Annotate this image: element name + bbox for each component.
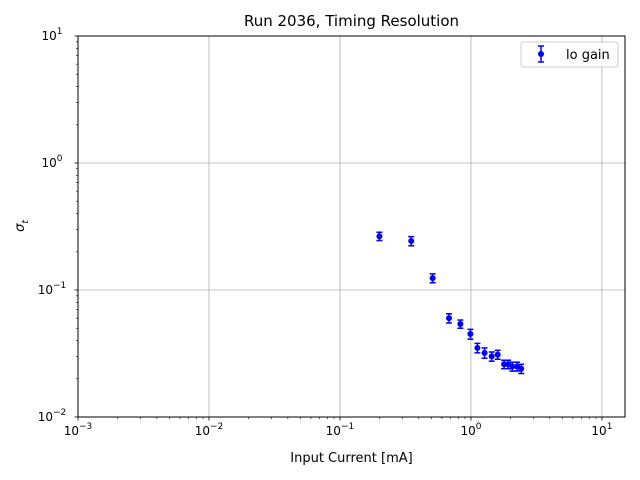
x-tick-label-exp: 1 (607, 422, 613, 432)
data-point (408, 235, 415, 247)
data-point (494, 349, 501, 360)
data-marker (446, 315, 453, 322)
y-tick-label-base: 10 (38, 283, 53, 297)
y-axis-label: σt (13, 220, 31, 232)
y-tick-label: 10−2 (38, 408, 67, 424)
y-axis-label-main: σ (13, 223, 28, 232)
data-marker (467, 331, 474, 338)
data-marker (376, 233, 383, 240)
x-tick-label-base: 10 (195, 424, 210, 438)
data-marker (488, 353, 495, 360)
data-point (376, 231, 383, 242)
data-marker (474, 344, 481, 351)
y-tick-label-base: 10 (41, 29, 56, 43)
y-tick-label: 100 (41, 154, 62, 170)
x-tick-label-exp: −3 (79, 422, 92, 432)
data-point (429, 273, 436, 284)
data-marker (429, 275, 436, 282)
x-tick-label: 101 (591, 422, 612, 438)
y-tick-label-exp: −2 (53, 408, 66, 418)
x-tick-label: 100 (460, 422, 481, 438)
y-tick-label: 10−1 (38, 281, 67, 297)
data-point (518, 363, 525, 375)
data-marker (481, 349, 488, 356)
data-point (457, 319, 464, 329)
y-tick-label-exp: 0 (57, 154, 63, 164)
y-tick-label-base: 10 (38, 410, 53, 424)
x-tick-label-exp: −2 (210, 422, 223, 432)
x-tick-label: 10−1 (326, 422, 355, 438)
chart-title: Run 2036, Timing Resolution (244, 12, 459, 30)
y-tick-label: 101 (41, 27, 62, 43)
x-tick-label-base: 10 (460, 424, 475, 438)
y-tick-label-exp: −1 (53, 281, 66, 291)
grid-lines (77, 35, 625, 418)
data-point (474, 342, 481, 354)
x-tick-label-base: 10 (326, 424, 341, 438)
legend-label: lo gain (566, 48, 610, 63)
x-tick-label-base: 10 (591, 424, 606, 438)
series-layer (376, 231, 525, 375)
x-tick-label-exp: 0 (476, 422, 482, 432)
data-marker (408, 238, 415, 245)
data-marker (494, 351, 501, 358)
data-marker (509, 363, 516, 370)
x-tick-label-base: 10 (64, 424, 79, 438)
legend-box (520, 41, 619, 68)
data-point (481, 347, 488, 360)
y-axis-label-sub: t (21, 220, 31, 224)
legend-marker (538, 51, 544, 57)
y-tick-label-exp: 1 (57, 27, 63, 37)
y-tick-label-base: 10 (41, 156, 56, 170)
legend: lo gain (520, 41, 619, 68)
x-tick-label-exp: −1 (341, 422, 354, 432)
data-marker (518, 365, 525, 372)
x-tick-label: 10−2 (195, 422, 224, 438)
data-marker (457, 320, 464, 327)
x-tick-label: 10−3 (64, 422, 93, 438)
x-axis-label: Input Current [mA] (290, 451, 412, 466)
plot-frame (77, 35, 626, 418)
data-point (488, 351, 495, 362)
data-point (467, 328, 474, 340)
data-point (446, 313, 453, 324)
